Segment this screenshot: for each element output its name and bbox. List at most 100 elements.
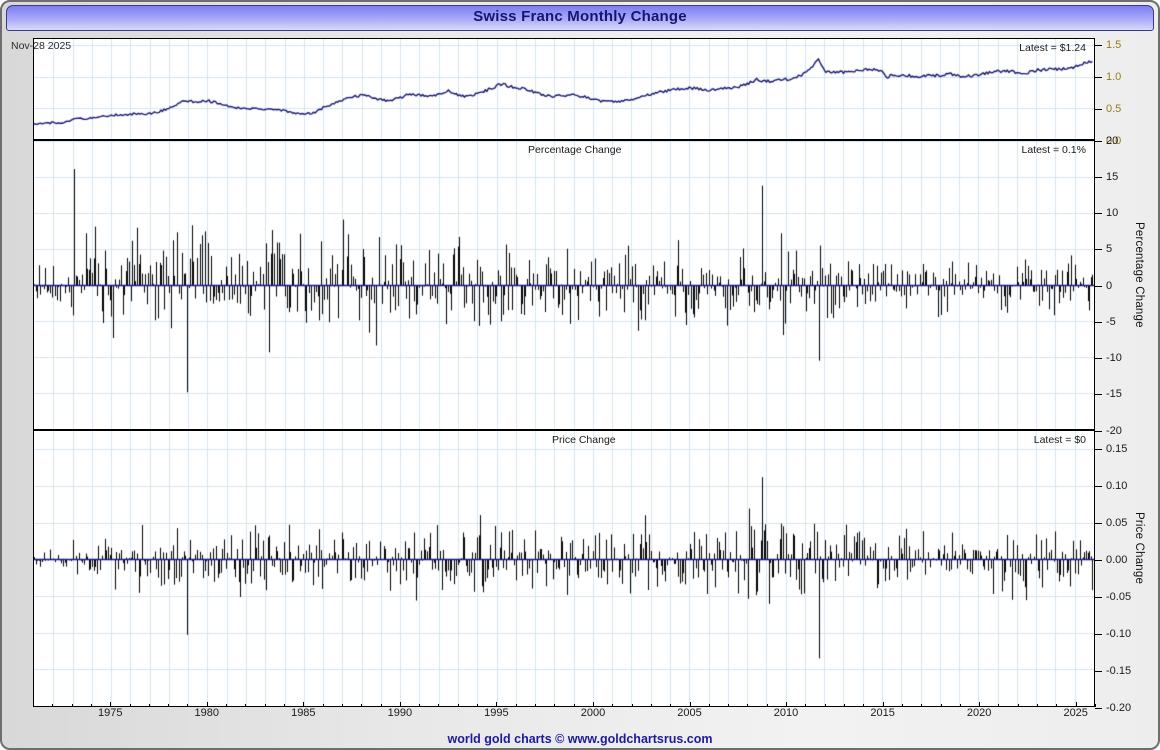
axis-tick-label: 15 — [1106, 170, 1119, 183]
axis-tick-label: 0 — [1106, 279, 1113, 292]
x-axis-minor-tick — [168, 704, 170, 707]
footer-credit: world gold charts © www.goldchartsrus.co… — [447, 732, 713, 746]
panel-percentage-change: Percentage Change Latest = 0.1% — [33, 140, 1095, 430]
x-axis: 1975 1980 1985 1990 1995 2000 2005 2010 2015 2020… — [33, 702, 1096, 731]
axis-tick-label: -5 — [1106, 315, 1116, 328]
x-axis-minor-tick — [457, 704, 459, 707]
axis-tick-mark — [1095, 670, 1102, 672]
x-axis-label: 2005 — [677, 707, 702, 719]
axis-tick-label: 1.5 — [1106, 38, 1122, 51]
x-axis-minor-tick — [1037, 704, 1039, 707]
x-axis-minor-tick — [728, 704, 730, 707]
axis-tick-mark — [1095, 485, 1102, 487]
x-axis-label: 1995 — [484, 707, 509, 719]
x-axis-minor-tick — [573, 704, 575, 707]
axis-tick-label: 10 — [1106, 207, 1119, 219]
x-axis-label: 1985 — [291, 707, 316, 719]
axis-tick-mark — [1095, 394, 1102, 396]
x-axis-tick — [882, 702, 884, 707]
axis-tick-mark — [1095, 108, 1102, 110]
axis-tick-label: 0.10 — [1106, 479, 1128, 492]
chart-area: Latest = $1.24 Percentage Change Latest … — [2, 32, 1158, 748]
x-axis-label: 1975 — [97, 707, 123, 719]
axis-tick-label: 0.5 — [1106, 102, 1122, 115]
x-axis-label: 2020 — [966, 707, 992, 719]
x-axis-minor-tick — [670, 704, 672, 707]
x-axis-minor-tick — [71, 704, 73, 707]
axis-tick-mark — [1095, 321, 1102, 323]
percentage-latest-label: Latest = 0.1% — [1021, 144, 1086, 156]
x-axis-tick — [206, 702, 208, 707]
x-axis-tick — [110, 702, 112, 707]
axis-tick-mark — [1095, 176, 1102, 178]
panel-price-change: Price Change Latest = $0 — [33, 430, 1095, 707]
axis-tick-mark — [1095, 44, 1102, 46]
page-title: Swiss Franc Monthly Change — [473, 8, 687, 25]
axis-tick-mark — [1095, 430, 1102, 432]
axis-tick-mark — [1095, 596, 1102, 598]
axis-tick-label: 0.00 — [1106, 553, 1128, 566]
x-axis-minor-tick — [554, 704, 556, 707]
axis-tick-mark — [1095, 213, 1102, 214]
x-axis-minor-tick — [322, 704, 324, 707]
axis-tick-mark — [1095, 707, 1102, 709]
x-axis-minor-tick — [805, 704, 807, 707]
x-axis-tick — [303, 702, 305, 707]
x-axis-minor-tick — [341, 704, 343, 707]
x-axis-minor-tick — [612, 704, 614, 707]
x-axis-minor-tick — [52, 704, 54, 707]
x-axis-minor-tick — [148, 704, 150, 707]
x-axis-minor-tick — [187, 704, 189, 707]
axis-percentage: 20 15 10 5 0 -5 -10 -15 -20 — [1095, 135, 1159, 437]
axis-tick-label: -0.15 — [1106, 664, 1132, 677]
x-axis-minor-tick — [863, 704, 865, 707]
axis-tick-label: -0.20 — [1106, 701, 1132, 714]
x-axis-label: 2000 — [580, 707, 606, 719]
x-axis-minor-tick — [631, 704, 633, 707]
x-axis-label: 1990 — [387, 707, 413, 719]
axis-price-change: 0.15 0.10 0.05 0.00 -0.05 -0.10 -0.15 -0.20 — [1095, 430, 1159, 714]
percentage-panel-caption: Percentage Change — [528, 144, 622, 156]
axis-tick-mark — [1095, 358, 1102, 359]
x-axis-minor-tick — [226, 704, 228, 707]
x-axis-minor-tick — [1095, 704, 1096, 707]
x-axis-minor-tick — [361, 704, 363, 707]
x-axis-label: 2015 — [870, 707, 895, 719]
price-change-panel-caption: Price Change — [552, 434, 616, 446]
x-axis-label: 1980 — [194, 707, 220, 719]
axis-tick-mark — [1095, 522, 1102, 524]
x-axis-tick — [592, 702, 594, 707]
axis-tick-label: -15 — [1106, 388, 1122, 401]
axis-tick-label: -10 — [1106, 352, 1122, 364]
x-axis-minor-tick — [998, 704, 1000, 707]
x-axis-label: 2025 — [1063, 707, 1088, 719]
axis-tick-mark — [1095, 76, 1102, 78]
price-change-latest-label: Latest = $0 — [1033, 434, 1086, 446]
x-axis-minor-tick — [940, 704, 942, 707]
x-axis-minor-tick — [380, 704, 382, 707]
axis-title-percentage: Percentage Change — [1133, 222, 1145, 328]
x-axis-minor-tick — [708, 704, 710, 707]
axis-tick-mark — [1095, 633, 1102, 635]
axis-tick-mark — [1095, 448, 1102, 450]
x-axis-minor-tick — [1056, 704, 1058, 707]
x-axis-minor-tick — [129, 704, 131, 707]
x-axis-minor-tick — [766, 704, 768, 707]
x-axis-tick — [1075, 702, 1077, 707]
x-axis-minor-tick — [245, 704, 247, 707]
axis-tick-label: -20 — [1106, 424, 1122, 437]
x-axis-minor-tick — [477, 704, 479, 707]
x-axis-minor-tick — [284, 704, 286, 707]
axis-tick-label: -0.05 — [1106, 590, 1132, 603]
axis-tick-label: 0.0 — [1106, 134, 1122, 147]
axis-tick-mark — [1095, 140, 1102, 142]
x-axis-minor-tick — [90, 704, 92, 707]
x-axis-minor-tick — [824, 704, 826, 707]
window-title-bar: Swiss Franc Monthly Change — [6, 5, 1154, 31]
x-axis-minor-tick — [419, 704, 421, 707]
x-axis-label: 2010 — [773, 707, 799, 719]
axis-tick-label: 20 — [1106, 134, 1119, 147]
x-axis-tick — [399, 702, 401, 707]
date-stamp: Nov-28 2025 — [11, 40, 72, 52]
x-axis-minor-tick — [515, 704, 517, 707]
